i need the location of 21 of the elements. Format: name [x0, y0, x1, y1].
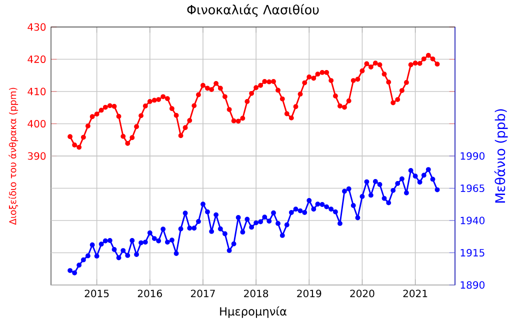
y2-tick-label: 1890 — [460, 281, 484, 289]
x-tick-label: 2015 — [84, 290, 109, 298]
y2-tick-label: 1915 — [460, 248, 484, 257]
x-tick-label: 2021 — [403, 290, 428, 298]
x-tick-label: 2017 — [190, 290, 215, 298]
y-tick-label: 390 — [28, 152, 46, 160]
y-tick-label: 430 — [28, 23, 46, 31]
x-tick-label: 2018 — [244, 290, 268, 298]
y-axis-title: Διοξείδιο του άνθρακα (ppm) — [8, 88, 18, 225]
y2-tick-label: 1990 — [460, 152, 484, 160]
x-tick-label: 2019 — [297, 290, 322, 298]
x-axis-title: Ημερομηνία — [220, 306, 286, 318]
x-tick-label: 2020 — [350, 290, 374, 298]
y2-axis-title: Μεθάνιο (ppb) — [494, 109, 508, 203]
y-tick-label: 420 — [28, 55, 46, 64]
y2-tick-label: 1940 — [460, 216, 484, 224]
chart-title: Φινοκαλιάς Λασιθίου — [187, 4, 319, 17]
x-tick-label: 2016 — [138, 290, 162, 298]
y2-tick-label: 1965 — [460, 184, 484, 192]
y-tick-label: 400 — [28, 120, 46, 128]
y-tick-label: 410 — [28, 88, 46, 96]
